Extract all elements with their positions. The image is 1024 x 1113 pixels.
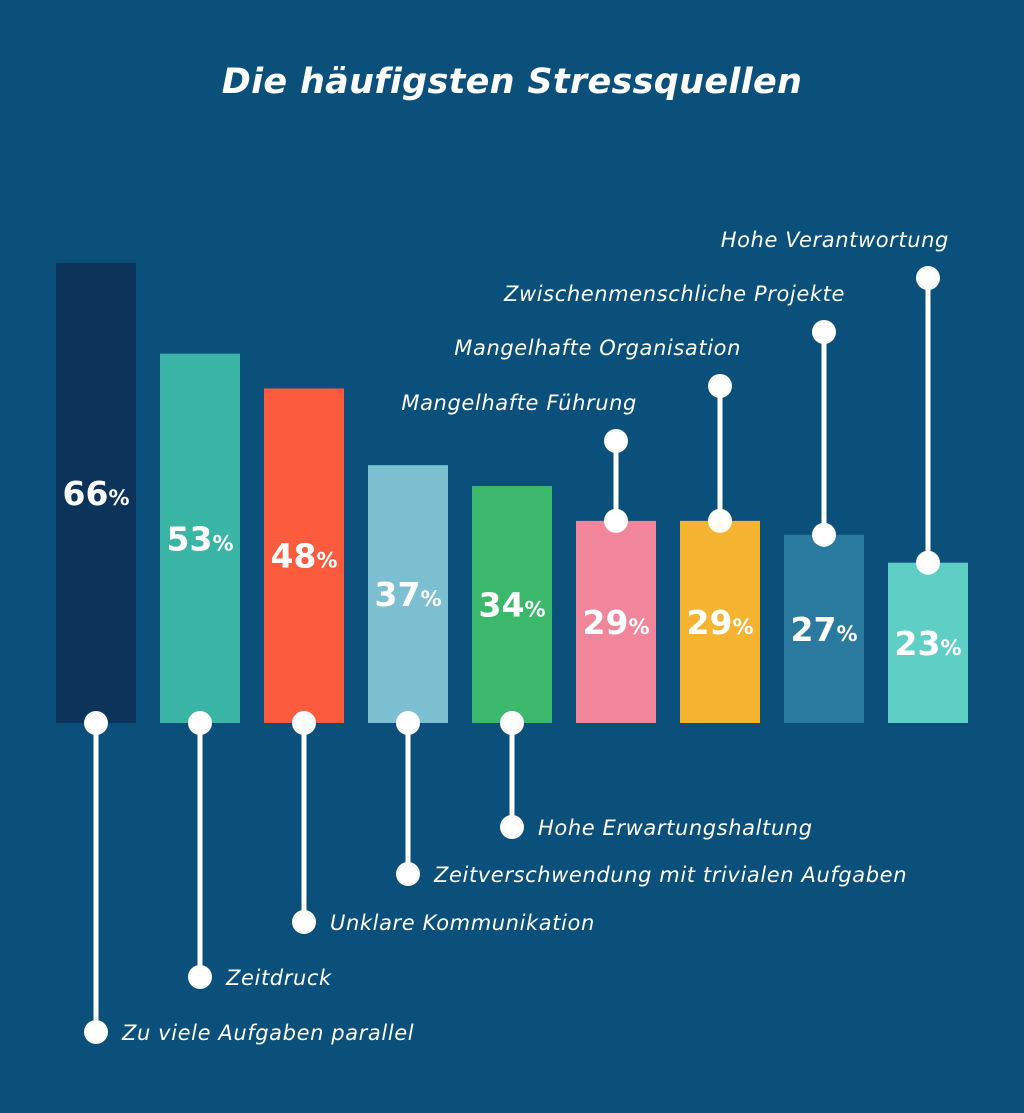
category-label: Zeitdruck (225, 966, 332, 990)
value-label: 37% (375, 575, 442, 614)
connector-dot (708, 374, 732, 398)
connector-dot (916, 266, 940, 290)
value-label: 23% (895, 624, 962, 663)
connector-dot (396, 862, 420, 886)
category-label: Mangelhafte Führung (401, 391, 637, 415)
connector-dot (708, 508, 732, 533)
connector-dot (396, 711, 420, 735)
bar (680, 520, 760, 723)
bar (784, 534, 864, 723)
connector-dot (812, 320, 836, 344)
connector-dot (604, 508, 628, 533)
category-label: Unklare Kommunikation (330, 911, 595, 935)
bar (264, 388, 344, 723)
connector-dot (84, 711, 108, 735)
connector-dot (812, 522, 836, 547)
bar (888, 562, 968, 723)
category-label: Hohe Verantwortung (721, 228, 949, 252)
chart-title: Die häufigsten Stressquellen (221, 62, 803, 102)
connector-dot (292, 711, 316, 735)
connector-dot (500, 711, 524, 735)
connector-dot (292, 910, 316, 934)
category-label: Zu viele Aufgaben parallel (121, 1021, 414, 1045)
bar (472, 486, 552, 723)
bar (160, 353, 240, 723)
connector-dot (604, 429, 628, 453)
category-label: Zeitverschwendung mit trivialen Aufgaben (433, 863, 907, 887)
bar (368, 465, 448, 723)
category-label: Hohe Erwartungshaltung (538, 816, 813, 840)
category-label: Zwischenmenschliche Projekte (503, 282, 845, 306)
bar (576, 520, 656, 723)
connector-dot (188, 711, 212, 735)
connector-dot (188, 965, 212, 989)
category-label: Mangelhafte Organisation (454, 336, 741, 360)
connector-dot (500, 815, 524, 839)
bar (56, 263, 136, 723)
connector-dot (84, 1020, 108, 1044)
connector-dot (916, 550, 940, 575)
